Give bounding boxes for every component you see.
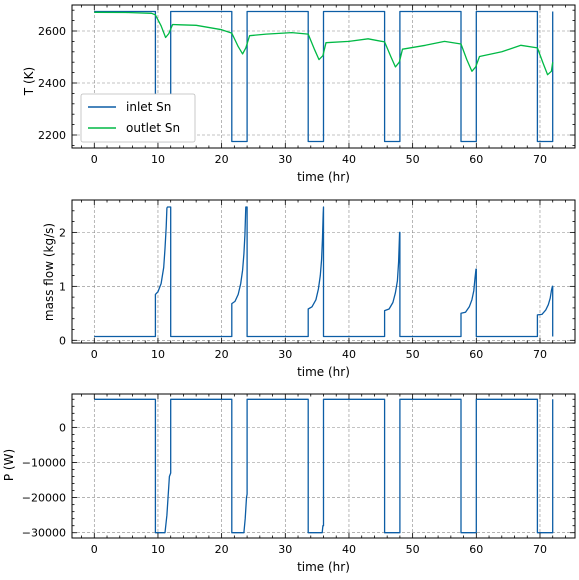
power-ytick-label: −20000 [22, 492, 66, 505]
temperature-ytick-label: 2600 [38, 25, 66, 38]
power-ytick-label: −30000 [22, 527, 66, 540]
power-xtick-label: 20 [215, 543, 229, 556]
legend-label-outlet: outlet Sn [126, 121, 180, 135]
legend: inlet Sn outlet Sn [80, 93, 196, 143]
temperature-ylabel: T (K) [22, 67, 36, 96]
temperature-xtick-label: 10 [151, 153, 165, 166]
temperature-xtick-label: 70 [533, 153, 547, 166]
mass-flow-xtick-label: 30 [278, 348, 292, 361]
temperature-xtick-label: 40 [342, 153, 356, 166]
power-xtick-label: 70 [533, 543, 547, 556]
mass-flow-xtick-label: 50 [406, 348, 420, 361]
mass-flow-ytick-label: 1 [59, 280, 66, 293]
power-xlabel: time (hr) [297, 560, 350, 574]
mass-flow-xtick-label: 10 [151, 348, 165, 361]
temperature-xtick-label: 50 [406, 153, 420, 166]
mass-flow-ylabel: mass flow (kg/s) [42, 223, 56, 321]
temperature-ytick-label: 2400 [38, 77, 66, 90]
temperature-xtick-label: 20 [215, 153, 229, 166]
temperature-ytick-label: 2200 [38, 129, 66, 142]
power-ytick-label: 0 [59, 421, 66, 434]
mass-flow-xtick-label: 60 [469, 348, 483, 361]
power-series-inlet-line [94, 398, 554, 534]
power-xtick-label: 10 [151, 543, 165, 556]
temperature-xtick-label: 60 [469, 153, 483, 166]
power-panel: 0 10 20 30 40 50 60 70 −30000 −20000 −10000 0 time… [2, 393, 576, 574]
power-xtick-label: 40 [342, 543, 356, 556]
legend-label-inlet: inlet Sn [126, 100, 171, 114]
temperature-series-inlet-line [94, 10, 554, 143]
legend-box [80, 93, 196, 143]
mass-flow-xtick-label: 20 [215, 348, 229, 361]
mass-flow-series-inlet-line [94, 206, 554, 338]
mass-flow-ytick-label: 0 [59, 334, 66, 347]
temperature-xlabel: time (hr) [297, 170, 350, 184]
temperature-xtick-label: 30 [278, 153, 292, 166]
power-xtick-label: 0 [91, 543, 98, 556]
mass-flow-xlabel: time (hr) [297, 365, 350, 379]
mass-flow-xtick-label: 0 [91, 348, 98, 361]
mass-flow-xtick-label: 70 [533, 348, 547, 361]
power-xtick-label: 50 [406, 543, 420, 556]
temperature-panel: 0 10 20 30 40 50 60 70 2200 2400 2600 time (hr) T… [22, 4, 576, 184]
power-ytick-label: −10000 [22, 456, 66, 469]
power-xtick-label: 30 [278, 543, 292, 556]
power-xtick-label: 60 [469, 543, 483, 556]
mass-flow-panel: 0 10 20 30 40 50 60 70 0 1 2 time (hr) mass flow … [42, 199, 576, 379]
mass-flow-ytick-label: 2 [59, 226, 66, 239]
power-ylabel: P (W) [2, 449, 16, 481]
mass-flow-xtick-label: 40 [342, 348, 356, 361]
temperature-series-outlet-line [94, 11, 554, 76]
temperature-xtick-label: 0 [91, 153, 98, 166]
